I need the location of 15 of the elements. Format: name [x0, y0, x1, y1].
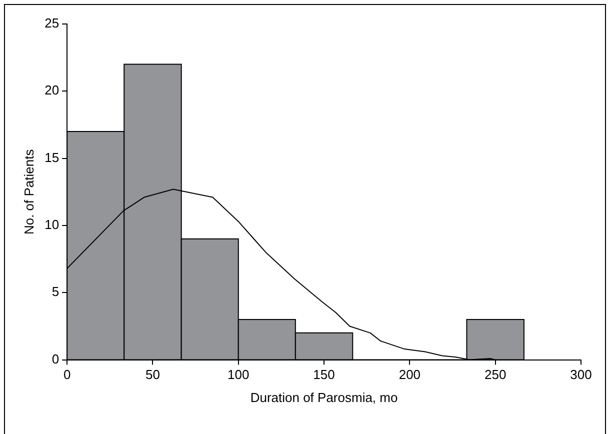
y-tick-label: 0 — [52, 351, 60, 366]
y-tick-label: 10 — [44, 217, 60, 232]
y-tick-label: 20 — [44, 82, 60, 98]
x-tick-label: 0 — [63, 367, 71, 382]
x-tick-label: 100 — [228, 367, 250, 382]
y-tick-label: 15 — [44, 150, 60, 165]
y-tick-label: 5 — [52, 284, 60, 300]
x-tick-label: 150 — [313, 367, 335, 382]
y-axis-title: No. of Patients — [21, 148, 36, 235]
x-tick-label: 50 — [145, 367, 160, 382]
x-tick-label: 300 — [570, 367, 592, 382]
x-tick-label: 200 — [398, 367, 421, 382]
x-tick-label: 250 — [484, 367, 506, 382]
y-tick-label: 25 — [44, 16, 60, 31]
x-axis-title: Duration of Parosmia, mo — [250, 390, 398, 405]
